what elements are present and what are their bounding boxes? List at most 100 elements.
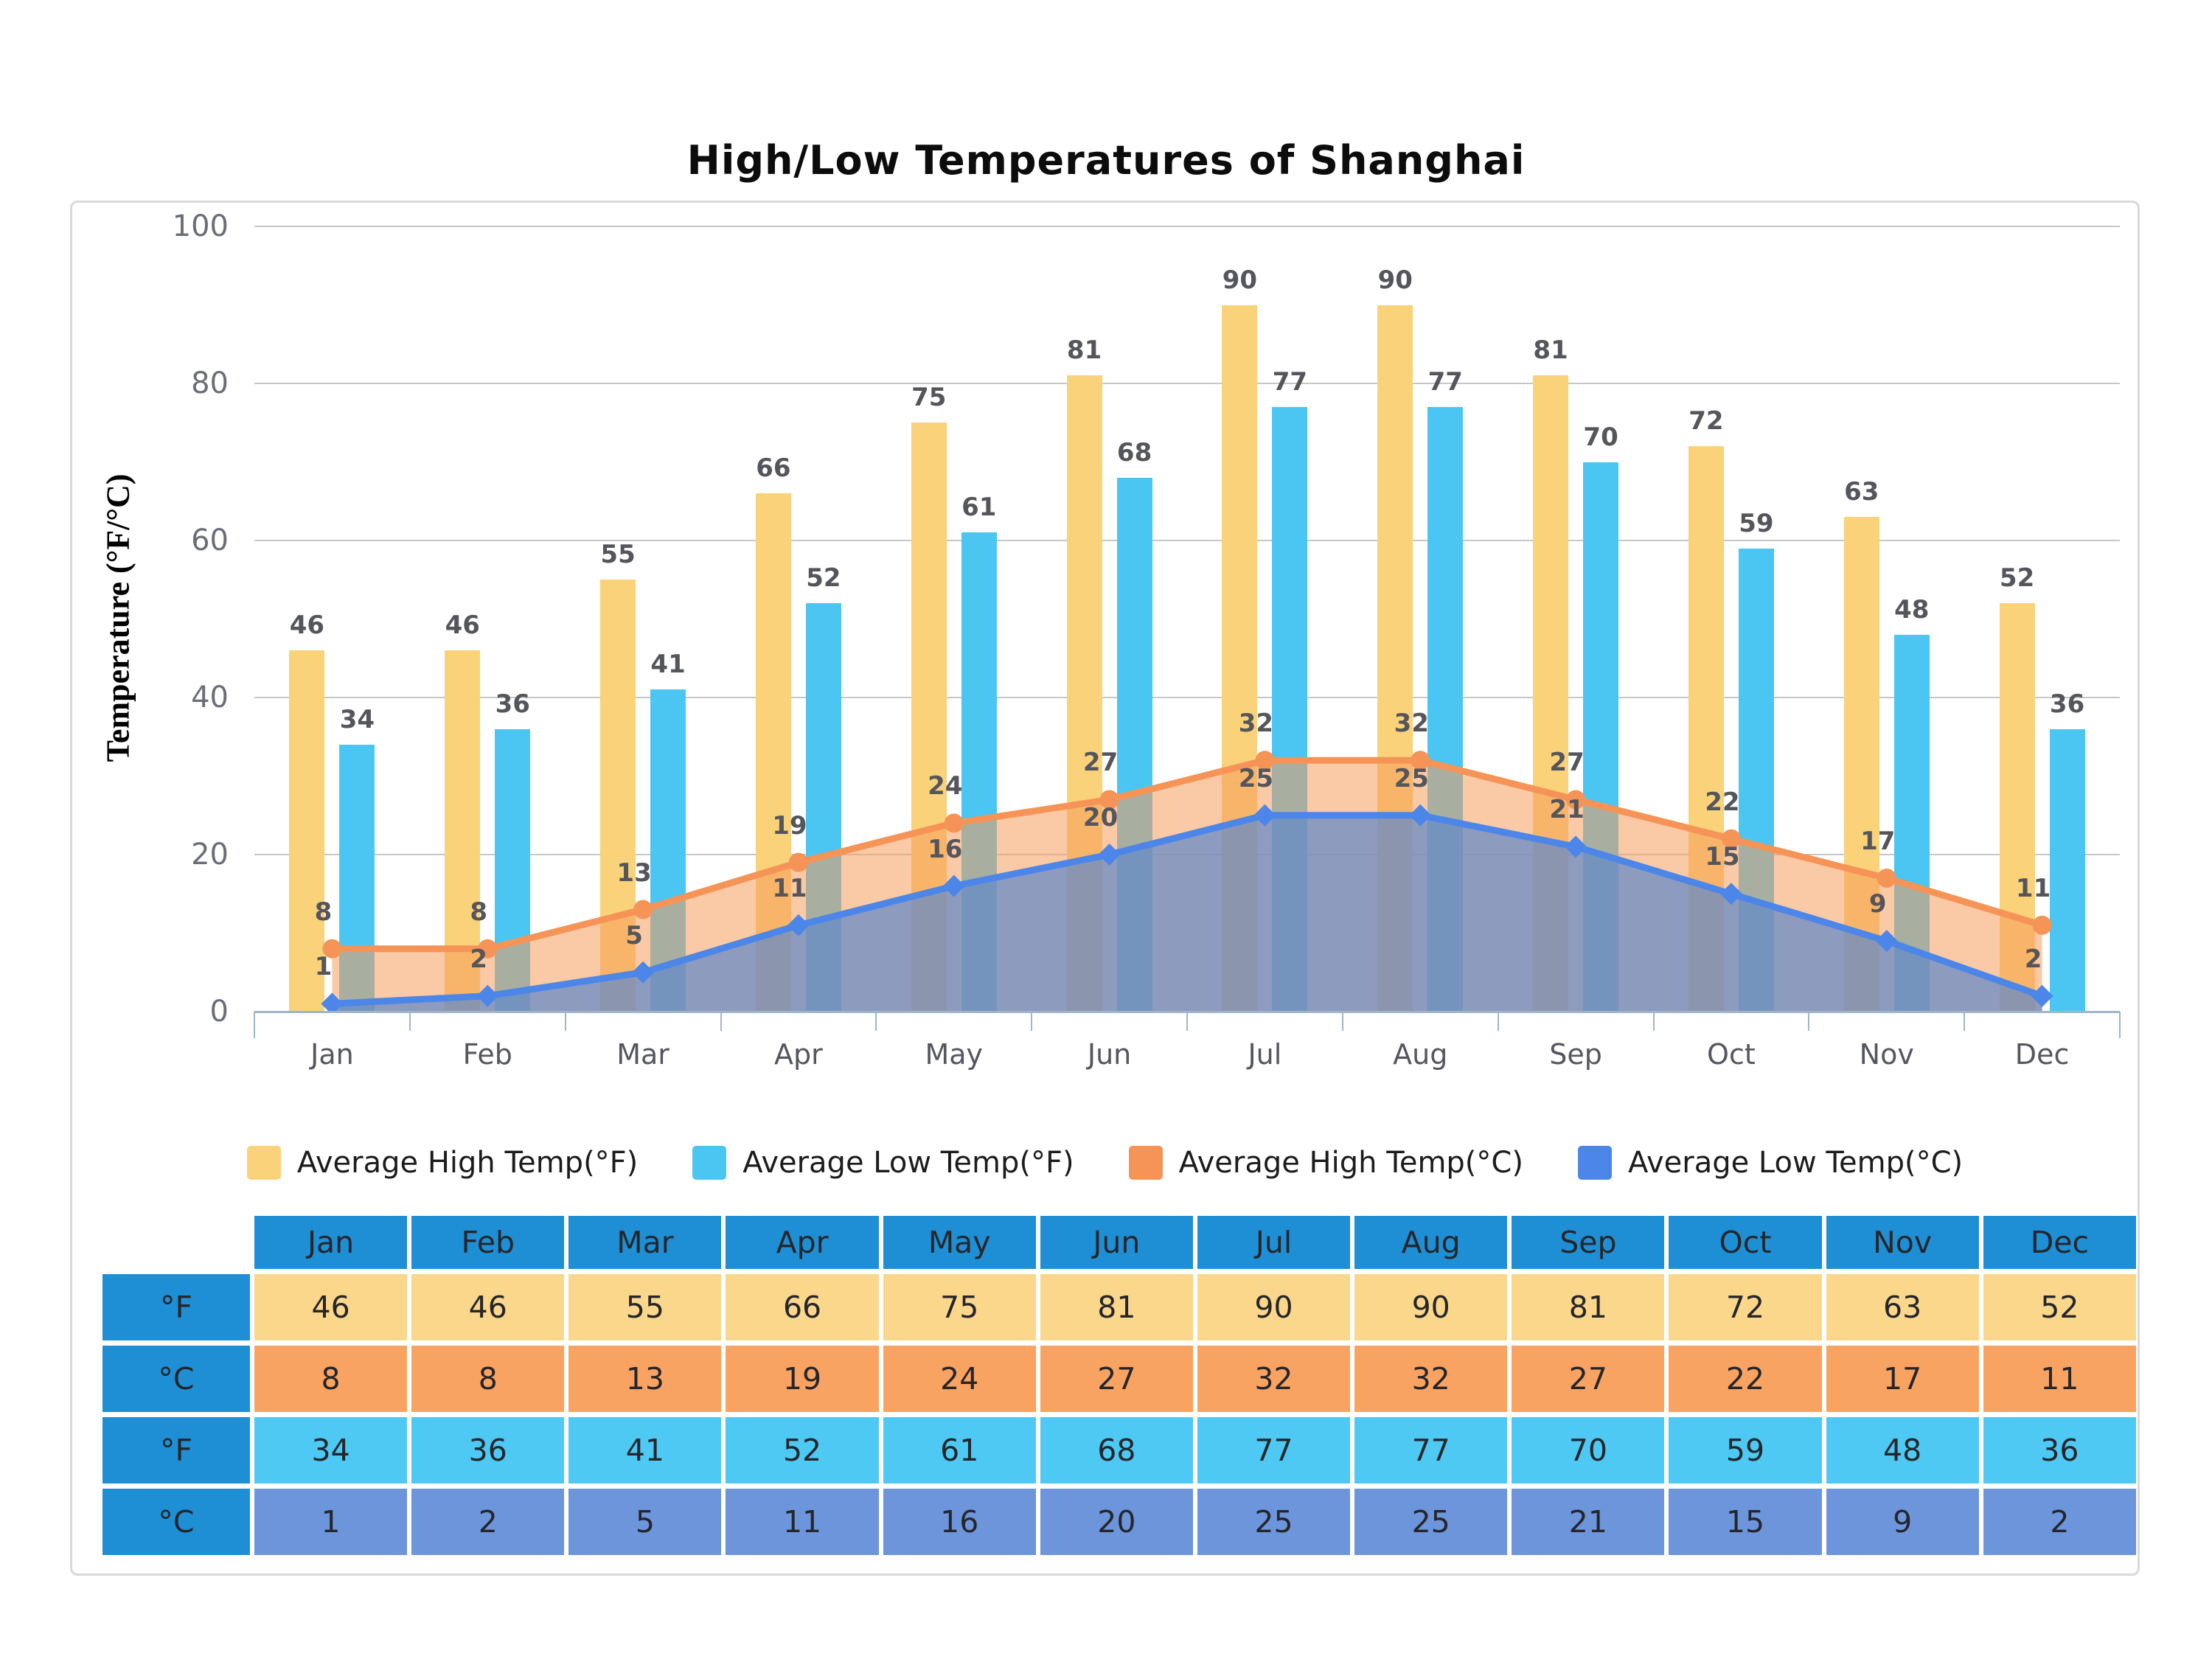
x-axis-tick [408, 1012, 411, 1031]
table-cell: 11 [726, 1489, 879, 1555]
marker-high-c[interactable] [1566, 790, 1586, 810]
x-axis-label-Mar: Mar [616, 1038, 669, 1071]
marker-high-c[interactable] [944, 813, 964, 833]
table-cell: 11 [1983, 1346, 2136, 1412]
point-value-label-high-c: 27 [1082, 748, 1119, 778]
point-value-label-low-c: 25 [1394, 763, 1429, 793]
point-value-label-high-c: 22 [1705, 787, 1740, 817]
table-row-label: °F [102, 1417, 250, 1484]
marker-high-c[interactable] [1721, 829, 1741, 849]
table-cell: 90 [1354, 1274, 1508, 1340]
table-cell: 2 [1983, 1489, 2136, 1555]
marker-high-c[interactable] [1411, 751, 1430, 771]
marker-low-c[interactable] [2031, 984, 2053, 1007]
table-cell: 75 [883, 1274, 1036, 1340]
table-header-cell-Jul: Jul [1197, 1216, 1351, 1269]
table-cell: 52 [1983, 1274, 2136, 1340]
bar-value-label-high-f: 90 [1222, 265, 1258, 295]
x-axis-label-Feb: Feb [462, 1038, 512, 1071]
table-cell: 61 [883, 1417, 1036, 1484]
point-value-label-high-c: 11 [2015, 873, 2051, 903]
bar-value-label-high-f: 81 [1066, 335, 1102, 366]
y-axis-title: Temperature (°F/°C) [100, 473, 136, 762]
bar-value-label-low-f: 34 [339, 704, 375, 734]
point-value-label-high-c: 24 [928, 771, 963, 801]
bar-value-label-low-f: 36 [495, 689, 530, 719]
marker-high-c[interactable] [322, 939, 342, 959]
point-value-label-low-c: 1 [314, 952, 333, 982]
bar-value-label-high-f: 75 [911, 383, 947, 413]
marker-low-c[interactable] [632, 961, 655, 984]
x-axis-tick [1497, 1012, 1499, 1031]
table-cell: 20 [1040, 1489, 1193, 1555]
table-cell: 1 [254, 1489, 408, 1555]
bar-high-f-Jan[interactable] [289, 650, 325, 1012]
table-cell: 77 [1354, 1417, 1508, 1484]
table-header-row: Jan Feb Mar Apr May Jun Jul Aug Sep Oct Nov Dec [102, 1216, 2136, 1269]
table-cell: 27 [1040, 1346, 1193, 1412]
bar-value-label-high-f: 46 [289, 611, 325, 641]
marker-low-c[interactable] [1875, 930, 1898, 953]
marker-low-c[interactable] [1098, 844, 1121, 866]
point-value-label-high-c: 32 [1238, 709, 1274, 739]
marker-low-c[interactable] [1409, 804, 1432, 827]
x-axis-label-Aug: Aug [1393, 1038, 1448, 1071]
point-value-label-high-c: 8 [470, 897, 488, 927]
legend-item-average-low-temp--f-[interactable]: Average Low Temp(°F) [692, 1146, 1074, 1180]
bar-value-label-low-f: 36 [2049, 689, 2085, 719]
bar-value-label-low-f: 61 [961, 493, 997, 523]
bar-value-label-high-f: 63 [1844, 477, 1879, 507]
legend-item-average-high-temp--f-[interactable]: Average High Temp(°F) [246, 1146, 638, 1180]
marker-high-c[interactable] [788, 852, 808, 872]
x-axis-label-Jul: Jul [1248, 1038, 1282, 1071]
y-axis-tick-label: 0 [209, 995, 229, 1029]
x-axis-tick [720, 1012, 722, 1031]
table-cell: 25 [1197, 1489, 1351, 1555]
y-axis-tick-label: 100 [172, 209, 229, 243]
gridline-y-100 [254, 226, 2120, 227]
bar-value-label-low-f: 77 [1427, 366, 1463, 397]
marker-high-c[interactable] [478, 939, 498, 959]
table-cell: 24 [883, 1346, 1036, 1412]
marker-low-c[interactable] [1565, 835, 1587, 858]
y-axis-tick-label: 40 [191, 681, 229, 714]
marker-low-c[interactable] [476, 984, 499, 1007]
table-cell: 68 [1040, 1417, 1193, 1484]
temp-area-chart [321, 751, 2053, 1012]
point-value-label-high-c: 32 [1394, 709, 1429, 739]
x-axis-tick [2119, 1012, 2121, 1038]
legend-label: Average High Temp(°C) [1178, 1146, 1523, 1180]
bar-value-label-high-f: 46 [445, 611, 480, 641]
legend-swatch [246, 1146, 281, 1180]
table-cell: 52 [726, 1417, 879, 1484]
x-axis-tick [1186, 1012, 1188, 1031]
bar-value-label-low-f: 68 [1116, 437, 1152, 467]
bar-low-f-Dec[interactable] [2049, 728, 2085, 1012]
legend-item-average-high-temp--c-[interactable]: Average High Temp(°C) [1128, 1146, 1523, 1180]
table-row: °C 8 8 13 19 24 27 32 32 27 22 17 11 [102, 1346, 2136, 1412]
marker-high-c[interactable] [1877, 868, 1896, 888]
marker-high-c[interactable] [2032, 915, 2052, 935]
marker-low-c[interactable] [787, 914, 810, 936]
marker-high-c[interactable] [1255, 751, 1275, 771]
marker-low-c[interactable] [321, 992, 344, 1012]
marker-low-c[interactable] [1719, 883, 1742, 905]
legend-item-average-low-temp--c-[interactable]: Average Low Temp(°C) [1577, 1146, 1963, 1180]
table-cell: 48 [1826, 1417, 1979, 1484]
marker-high-c[interactable] [633, 900, 653, 919]
table-cell: 70 [1512, 1417, 1665, 1484]
table-cell: 16 [883, 1489, 1036, 1555]
marker-low-c[interactable] [942, 874, 965, 897]
marker-high-c[interactable] [1099, 790, 1119, 810]
x-axis-label-Sep: Sep [1549, 1038, 1602, 1071]
table-header-cell-Jun: Jun [1040, 1216, 1193, 1269]
table-row-label: °C [102, 1346, 250, 1412]
table-cell: 46 [254, 1274, 408, 1340]
point-value-label-low-c: 15 [1705, 842, 1740, 872]
marker-low-c[interactable] [1253, 804, 1276, 827]
table-header-cell-Nov: Nov [1826, 1216, 1979, 1269]
table-cell: 32 [1197, 1346, 1351, 1412]
x-axis-tick [1652, 1012, 1655, 1031]
table-cell: 81 [1040, 1274, 1193, 1340]
x-axis-label-Jan: Jan [310, 1038, 354, 1071]
